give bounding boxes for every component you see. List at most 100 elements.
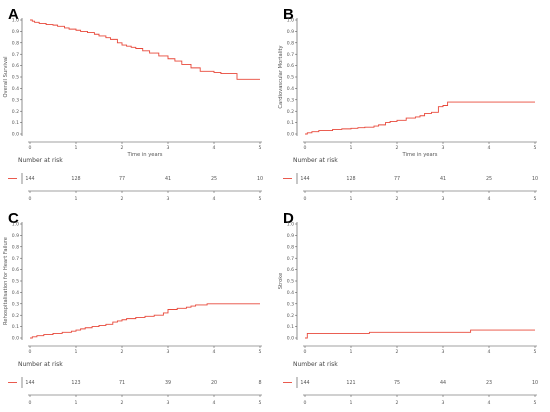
y-axis-title: Rehospitalisation for Heart Failure [3,237,9,325]
risk-count: 25 [211,176,217,182]
panel-label: A [8,6,19,23]
risk-table-title: Number at risk [18,361,63,368]
risk-x-tick-label: 1 [350,196,353,202]
x-tick-label: 3 [167,145,170,151]
risk-count: 39 [165,380,171,386]
x-axis-title: Time in years [402,152,438,158]
y-tick-label: 0.3 [12,97,19,103]
risk-count: 77 [119,176,125,182]
x-tick-label: 2 [396,349,399,355]
y-tick-label: 1.0 [287,222,294,228]
y-tick-label: 0.2 [12,109,19,115]
y-tick-label: 0.5 [287,75,294,81]
y-tick-label: 0.6 [287,267,294,273]
y-tick-label: 1.0 [287,18,294,24]
y-tick-label: 0.8 [287,244,294,250]
risk-count: 121 [346,380,355,386]
risk-x-tick-label: 5 [534,196,537,202]
panel-label: B [283,6,294,23]
y-tick-label: 0.6 [12,63,19,69]
risk-count: 25 [486,176,492,182]
risk-count: 144 [25,380,34,386]
x-tick-label: 5 [534,145,537,151]
y-tick-label: 0.8 [287,40,294,46]
y-tick-label: 0.3 [12,301,19,307]
risk-count: 41 [440,176,446,182]
risk-x-tick-label: 0 [304,196,307,202]
chart-panel-d: D0.00.10.20.30.40.50.60.70.80.91.00 1 2 3 4 5… [278,210,538,406]
x-tick-label: 3 [442,349,445,355]
risk-x-tick-label: 5 [259,196,262,202]
y-tick-label: 0.8 [12,244,19,250]
x-tick-label: 0 [29,145,32,151]
risk-x-tick-label: 3 [167,400,170,406]
y-tick-label: 0.0 [12,336,19,342]
y-tick-label: 0.0 [287,336,294,342]
km-curve-0 [30,19,260,80]
x-tick-label: 1 [350,349,353,355]
risk-table-title: Number at risk [293,361,338,368]
risk-x-tick-label: 4 [488,400,491,406]
y-tick-label: 0.6 [12,267,19,273]
risk-x-tick-label: 2 [396,196,399,202]
panel-label: C [8,210,19,227]
risk-x-tick-label: 5 [534,400,537,406]
chart-panel-b: B 0.0 0.1 0.2 0.3 0.4 0.5 0.6 0.7 0.8 0.9 1.0 0 1 2 3 4 5… [278,6,538,202]
y-tick-label: 0.7 [12,256,19,262]
y-tick-label: 0.2 [12,313,19,319]
y-tick-label: 1.0 [12,222,19,228]
chart-panel-a: A 0.0 0.1 0.2 0.3 0.4 0.5 0.6 0.7 0.8 0.9 1.0 0 1 2 3 4 5… [3,6,263,202]
y-tick-label: 0.1 [287,120,294,126]
y-axis-title: Cardiovascular Mortality [278,45,284,108]
risk-count: 10 [532,380,538,386]
x-axis-title: Time in years [127,152,163,158]
y-tick-label: 0.0 [287,132,294,138]
y-axis-title: Overall Survival [3,56,9,97]
risk-table-title: Number at risk [293,157,338,164]
x-tick-label: 3 [167,349,170,355]
y-tick-label: 0.4 [12,86,19,92]
risk-x-tick-label: 0 [304,400,307,406]
y-tick-label: 0.4 [12,290,19,296]
x-tick-label: 1 [350,145,353,151]
y-tick-label: 0.0 [12,132,19,138]
x-tick-label: 1 [75,145,78,151]
y-tick-label: 0.5 [12,75,19,81]
x-tick-label: 4 [213,349,216,355]
risk-x-tick-label: 0 [29,400,32,406]
risk-x-tick-label: 3 [442,196,445,202]
y-tick-label: 0.6 [287,63,294,69]
risk-count: 23 [486,380,492,386]
risk-count: 144 [25,176,34,182]
risk-count: 71 [119,380,125,386]
y-tick-label: 0.8 [12,40,19,46]
risk-count: 144 [300,380,309,386]
risk-x-tick-label: 2 [396,400,399,406]
risk-table-title: Number at risk [18,157,63,164]
x-tick-label: 0 [304,349,307,355]
x-tick-label: 0 [304,145,307,151]
risk-x-tick-label: 3 [442,400,445,406]
risk-x-tick-label: 1 [75,196,78,202]
risk-x-tick-label: 4 [213,196,216,202]
risk-x-tick-label: 1 [350,400,353,406]
risk-count: 75 [394,380,400,386]
panel-label: D [283,210,294,227]
y-tick-label: 0.4 [287,86,294,92]
km-curve-0 [305,101,535,135]
risk-x-tick-label: 4 [488,196,491,202]
y-tick-label: 0.9 [12,233,19,239]
y-tick-label: 0.1 [287,324,294,330]
risk-count: 128 [71,176,80,182]
y-tick-label: 0.4 [287,290,294,296]
y-tick-label: 0.7 [287,52,294,58]
risk-count: 128 [346,176,355,182]
chart-panel-c: C0.00.10.20.30.40.50.60.70.80.91.00 1 2 3 4 5… [3,210,262,406]
risk-count: 20 [211,380,217,386]
km-curve-0 [30,303,260,339]
y-tick-label: 0.3 [287,301,294,307]
x-tick-label: 2 [396,145,399,151]
risk-x-tick-label: 1 [75,400,78,406]
risk-count: 123 [71,380,80,386]
